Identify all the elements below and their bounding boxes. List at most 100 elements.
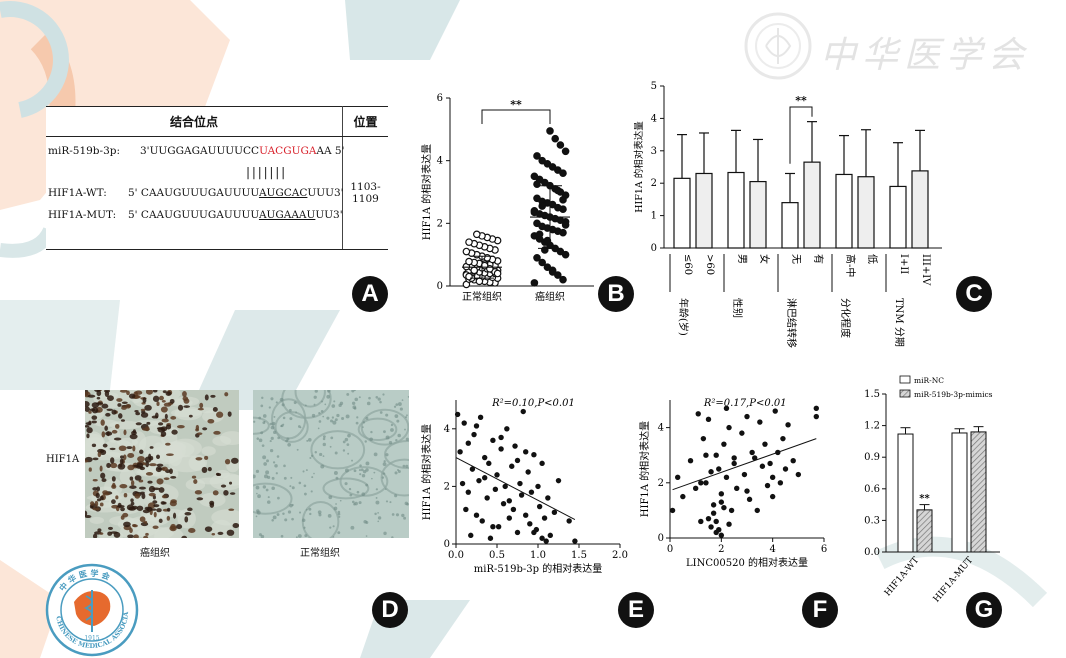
f-point: [749, 449, 755, 456]
f-point: [710, 502, 717, 508]
ihc-tumor-stained-nucleus: [213, 430, 221, 435]
ihc-tumor-stained-nucleus: [88, 420, 92, 426]
b-point: [561, 221, 570, 229]
ihc-tumor-stained-nucleus: [97, 451, 102, 458]
ihc-tumor-stained-nucleus: [127, 534, 134, 538]
ihc-tumor-stained-nucleus: [100, 419, 105, 426]
ihc-tumor-stained-nucleus: [86, 427, 93, 434]
ihc-tumor-stroma: [222, 474, 239, 486]
ihc-normal-nucleus: [307, 438, 312, 442]
f-point: [669, 507, 676, 514]
mir-sequence: 3'UUGGAGAUUUUCCUACGUGAAA 5': [140, 145, 345, 157]
ihc-normal-nucleus: [255, 469, 260, 473]
ihc-tumor-stained-nucleus: [148, 453, 152, 460]
e-point: [539, 535, 545, 541]
g-bar: [951, 432, 968, 553]
ihc-tumor-stained-nucleus: [132, 445, 136, 452]
ihc-normal-nucleus: [393, 405, 397, 408]
ihc-tumor-stained-nucleus: [193, 479, 198, 484]
ihc-normal-nucleus: [255, 515, 258, 518]
ihc-tumor-stained-nucleus: [92, 507, 100, 511]
ihc-tumor-stained-nucleus: [169, 468, 173, 475]
b-point: [465, 257, 473, 266]
c-category-label: 男: [736, 254, 748, 264]
ihc-tumor-stained-nucleus: [161, 399, 166, 403]
e-point: [482, 475, 488, 481]
ihc-tumor-stained-nucleus: [155, 466, 162, 473]
ihc-tumor-stained-nucleus: [128, 506, 136, 511]
ihc-normal-nucleus: [396, 468, 400, 471]
binding-site-table: 结合位点 位置 miR-519b-3p: 3'UUGGAGAUUUUCCUACG…: [46, 106, 388, 250]
c-category-label: I+II: [898, 254, 909, 274]
ihc-tumor-stained-nucleus: [210, 394, 216, 398]
f-point: [759, 463, 766, 469]
ihc-normal-nucleus: [359, 473, 362, 476]
e-point: [492, 486, 499, 492]
e-ytick-label: 4: [444, 424, 450, 435]
ihc-normal-nucleus: [322, 435, 326, 439]
ihc-normal-nucleus: [296, 448, 299, 451]
ihc-normal-nucleus: [263, 462, 267, 466]
ihc-tumor-stained-nucleus: [135, 422, 142, 426]
ihc-normal-gland: [310, 430, 366, 470]
ihc-tumor-stained-nucleus: [226, 529, 235, 536]
ihc-tumor-stained-nucleus: [104, 390, 111, 393]
ihc-tumor-stained-nucleus: [156, 454, 160, 460]
b-point: [465, 238, 473, 246]
ihc-normal-nucleus: [331, 416, 335, 419]
c-bar: [911, 170, 929, 249]
b-sig-label: **: [510, 98, 522, 111]
ihc-normal-nucleus: [371, 477, 373, 480]
ihc-normal-nucleus: [261, 396, 264, 400]
b-point: [533, 180, 541, 188]
ihc-normal-nucleus: [385, 435, 390, 440]
ihc-normal-nucleus: [405, 416, 408, 419]
ihc-normal-nucleus: [359, 464, 362, 467]
ihc-tumor-stained-nucleus: [111, 484, 117, 489]
ihc-normal-nucleus: [397, 402, 402, 406]
ihc-normal-nucleus: [390, 423, 394, 427]
ihc-normal-nucleus: [361, 492, 366, 497]
c-sig-label: **: [795, 94, 807, 107]
ihc-tumor-stained-nucleus: [111, 409, 117, 415]
panel-g-barchart: 0.0 0.3 0.6 0.9 1.2 1.5 miR-NC miR-519b-3p-mimi…: [864, 375, 1000, 605]
ihc-tumor-stained-nucleus: [134, 475, 142, 481]
panel-d-badge: D: [372, 592, 408, 628]
ihc-normal-nucleus: [309, 456, 312, 460]
ihc-normal-nucleus: [301, 518, 306, 523]
ihc-normal-nucleus: [347, 433, 351, 438]
ihc-normal-nucleus: [265, 470, 270, 475]
ihc-normal-nucleus: [370, 430, 373, 434]
f-point: [718, 491, 725, 497]
ihc-normal-nucleus: [293, 401, 297, 405]
ihc-tumor-stained-nucleus: [182, 396, 189, 401]
ihc-tumor-stained-nucleus: [158, 518, 163, 524]
ihc-tumor-stained-nucleus: [223, 490, 229, 496]
ihc-tumor-stained-nucleus: [156, 401, 160, 407]
ihc-normal-nucleus: [345, 414, 350, 419]
ihc-normal-nucleus: [256, 492, 258, 495]
ihc-normal-nucleus: [405, 464, 409, 468]
ihc-tumor-stained-nucleus: [100, 472, 106, 479]
ihc-normal-nucleus: [358, 501, 362, 505]
ihc-normal-nucleus: [269, 448, 274, 453]
ihc-normal-nucleus: [354, 397, 359, 402]
ihc-normal-nucleus: [355, 421, 359, 425]
ihc-tumor-stained-nucleus: [195, 428, 200, 432]
ihc-normal-nucleus: [269, 422, 273, 426]
ihc-tumor-stained-nucleus: [143, 462, 147, 466]
ihc-normal-nucleus: [272, 461, 276, 464]
ihc-tumor-stained-nucleus: [123, 493, 128, 498]
ihc-normal-nucleus: [381, 476, 385, 479]
e-point: [566, 518, 572, 524]
ihc-tumor-stained-nucleus: [201, 466, 208, 474]
ihc-tumor-stained-nucleus: [144, 426, 150, 432]
ihc-normal-nucleus: [271, 421, 276, 426]
f-point: [713, 452, 719, 458]
ihc-tumor-stained-nucleus: [158, 395, 164, 401]
ihc-tumor-stained-nucleus: [122, 512, 129, 518]
b-point: [543, 263, 552, 272]
panel-e-badge: E: [618, 592, 654, 628]
b-ytick-label: 4: [437, 156, 443, 167]
ihc-tumor-stained-nucleus: [160, 501, 166, 505]
